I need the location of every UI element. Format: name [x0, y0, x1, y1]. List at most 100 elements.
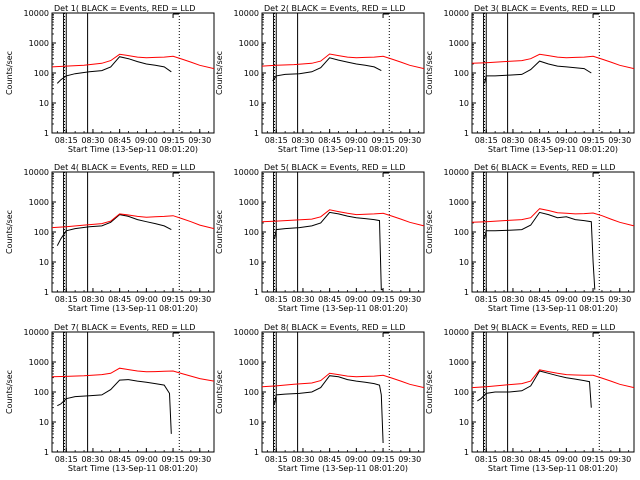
- x-tick-label: 09:30: [188, 136, 211, 145]
- x-axis-label: Start Time (13-Sep-11 08:01:20): [278, 304, 408, 313]
- y-tick-label: 1: [44, 288, 49, 297]
- y-tick-label: 10: [249, 99, 259, 108]
- detector-panel-7: Det 7( BLACK = Events, RED = LLD 1 10 100 10…: [5, 323, 215, 473]
- plot-frame: [51, 171, 215, 293]
- panel-title: Det 9( BLACK = Events, RED = LLD: [474, 323, 615, 332]
- panel-title: Det 2( BLACK = Events, RED = LLD: [264, 4, 405, 13]
- x-axis-label: Start Time (13-Sep-11 08:01:20): [488, 464, 618, 473]
- y-tick-label: 1000: [239, 39, 259, 48]
- x-axis-label: Start Time (13-Sep-11 08:01:20): [278, 464, 408, 473]
- interval-bracket: [382, 332, 390, 337]
- y-tick-label: 1: [464, 129, 469, 138]
- x-tick-label: 08:15: [475, 136, 498, 145]
- y-tick-label: 1: [44, 448, 49, 457]
- detector-panel-6: Det 6( BLACK = Events, RED = LLD 1 10 100 10…: [425, 163, 635, 313]
- y-tick-label: 10: [459, 418, 469, 427]
- x-tick-label: 08:30: [81, 295, 104, 304]
- x-tick-label: 09:00: [135, 455, 158, 464]
- interval-bracket: [172, 172, 180, 177]
- y-tick-label: 1: [464, 288, 469, 297]
- x-axis-label: Start Time (13-Sep-11 08:01:20): [278, 145, 408, 154]
- x-axis-label: Start Time (13-Sep-11 08:01:20): [68, 304, 198, 313]
- interval-bracket: [172, 13, 180, 18]
- series-events-line: [274, 211, 384, 291]
- y-tick-label: 1000: [29, 39, 49, 48]
- plot-frame: [51, 12, 215, 134]
- y-tick-label: 1: [44, 129, 49, 138]
- y-axis-label: Counts/sec: [5, 210, 14, 254]
- x-tick-label: 08:30: [81, 136, 104, 145]
- x-tick-label: 09:30: [608, 136, 631, 145]
- x-tick-label: 09:15: [582, 295, 605, 304]
- y-tick-label: 100: [34, 228, 49, 237]
- x-tick-label: 08:30: [501, 455, 524, 464]
- interval-bracket: [382, 13, 390, 18]
- x-axis-label: Start Time (13-Sep-11 08:01:20): [68, 145, 198, 154]
- x-tick-label: 09:30: [398, 455, 421, 464]
- x-tick-label: 09:00: [555, 455, 578, 464]
- y-tick-label: 1000: [449, 358, 469, 367]
- y-tick-label: 10: [39, 99, 49, 108]
- interval-bracket: [592, 172, 600, 177]
- plot-frame: [261, 171, 425, 293]
- y-tick-label: 1000: [29, 198, 49, 207]
- x-tick-label: 08:30: [291, 136, 314, 145]
- y-tick-label: 10000: [444, 9, 469, 18]
- x-tick-label: 08:15: [55, 136, 78, 145]
- x-tick-label: 08:15: [265, 295, 288, 304]
- series-events-line: [57, 379, 172, 434]
- series-events-line: [274, 375, 384, 444]
- detector-panel-9: Det 9( BLACK = Events, RED = LLD 1 10 100 10…: [425, 323, 635, 473]
- x-tick-label: 08:45: [528, 295, 551, 304]
- detector-panel-1: Det 1( BLACK = Events, RED = LLD 1 10 100 10…: [5, 4, 215, 154]
- x-axis-label: Start Time (13-Sep-11 08:01:20): [488, 145, 618, 154]
- x-tick-label: 08:30: [291, 455, 314, 464]
- x-tick-label: 08:15: [475, 455, 498, 464]
- y-tick-label: 10: [459, 258, 469, 267]
- x-tick-label: 09:30: [608, 295, 631, 304]
- y-tick-label: 1000: [239, 198, 259, 207]
- panel-title: Det 6( BLACK = Events, RED = LLD: [474, 163, 615, 172]
- series-lld-line: [261, 372, 425, 389]
- detector-panel-2: Det 2( BLACK = Events, RED = LLD 1 10 100 10…: [215, 4, 425, 154]
- y-tick-label: 10: [249, 258, 259, 267]
- y-tick-label: 100: [244, 69, 259, 78]
- x-tick-label: 09:00: [555, 295, 578, 304]
- panel-title: Det 3( BLACK = Events, RED = LLD: [474, 4, 615, 13]
- y-tick-label: 10000: [234, 328, 259, 337]
- x-tick-label: 08:15: [265, 455, 288, 464]
- detector-panel-3: Det 3( BLACK = Events, RED = LLD 1 10 100 10…: [425, 4, 635, 154]
- detector-panel-4: Det 4( BLACK = Events, RED = LLD 1 10 100 10…: [5, 163, 215, 313]
- plot-frame: [261, 12, 425, 134]
- series-lld-line: [261, 53, 425, 70]
- x-tick-label: 09:30: [608, 455, 631, 464]
- y-axis-label: Counts/sec: [425, 51, 434, 95]
- x-tick-label: 09:00: [135, 295, 158, 304]
- y-tick-label: 10000: [24, 9, 49, 18]
- interval-bracket: [172, 332, 180, 337]
- x-tick-label: 09:15: [372, 455, 395, 464]
- plot-frame: [471, 171, 635, 293]
- y-tick-label: 1: [254, 288, 259, 297]
- series-events-line: [477, 370, 592, 408]
- x-tick-label: 08:45: [318, 136, 341, 145]
- y-tick-label: 1000: [29, 358, 49, 367]
- x-tick-label: 08:15: [55, 295, 78, 304]
- series-lld-line: [471, 369, 635, 389]
- x-tick-label: 09:00: [345, 136, 368, 145]
- y-tick-label: 10000: [234, 9, 259, 18]
- series-lld-line: [471, 208, 635, 227]
- y-axis-label: Counts/sec: [425, 210, 434, 254]
- x-tick-label: 08:45: [318, 455, 341, 464]
- x-tick-label: 08:45: [528, 455, 551, 464]
- x-tick-label: 08:15: [475, 295, 498, 304]
- interval-bracket: [592, 13, 600, 18]
- x-tick-label: 09:00: [345, 295, 368, 304]
- y-tick-label: 100: [454, 228, 469, 237]
- x-tick-label: 09:00: [345, 455, 368, 464]
- series-events-line: [272, 57, 382, 82]
- x-tick-label: 08:45: [108, 295, 131, 304]
- x-tick-label: 09:15: [582, 136, 605, 145]
- y-tick-label: 10: [459, 99, 469, 108]
- x-tick-label: 08:15: [55, 455, 78, 464]
